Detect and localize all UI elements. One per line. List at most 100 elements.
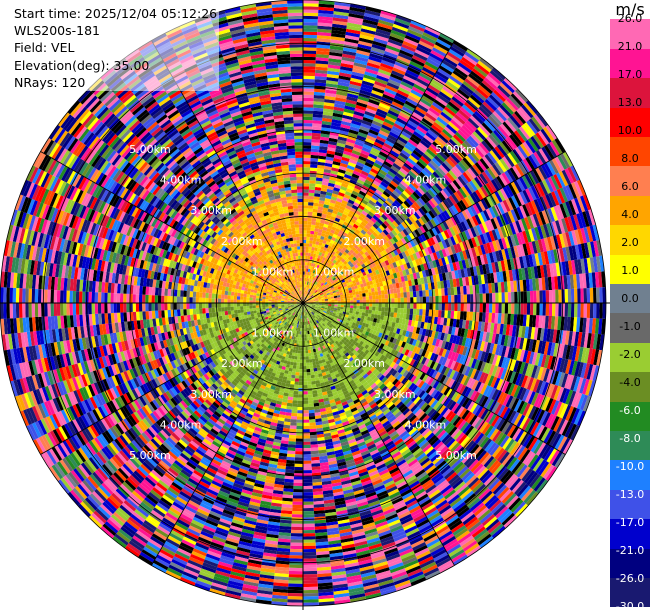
- range-gate: [369, 296, 372, 300]
- range-gate: [310, 174, 317, 178]
- range-gate: [457, 303, 460, 311]
- range-gate: [505, 303, 509, 314]
- range-gate: [391, 298, 394, 303]
- range-gate: [527, 303, 531, 315]
- range-gate: [419, 291, 423, 297]
- range-gate: [303, 6, 319, 10]
- range-gate: [306, 240, 310, 243]
- range-gate: [331, 305, 334, 307]
- range-gate: [480, 303, 483, 312]
- range-gate: [429, 296, 432, 303]
- range-gate: [372, 292, 376, 296]
- range-gate: [365, 293, 369, 297]
- range-gate: [381, 311, 385, 316]
- range-gate: [410, 292, 414, 298]
- range-gate: [571, 303, 575, 317]
- range-gate: [420, 303, 423, 309]
- range-gate: [445, 295, 448, 303]
- range-gate: [303, 117, 313, 120]
- range-gate: [303, 69, 315, 73]
- range-gate: [308, 212, 313, 216]
- range-gate: [423, 303, 426, 309]
- range-gate: [565, 303, 569, 317]
- range-gate: [384, 312, 388, 317]
- range-gate: [417, 297, 420, 303]
- range-gate: [429, 310, 433, 317]
- range-gate: [584, 303, 588, 318]
- range-gate: [385, 299, 388, 304]
- range-gate: [362, 290, 366, 294]
- range-gate: [381, 290, 385, 295]
- range-gate: [303, 66, 315, 70]
- range-gate: [549, 290, 552, 303]
- range-gate: [372, 303, 375, 307]
- range-gate: [398, 303, 401, 308]
- range-gate: [356, 306, 359, 309]
- range-gate: [308, 250, 311, 254]
- range-gate: [353, 308, 357, 311]
- range-gate: [303, 22, 318, 26]
- range-gate: [311, 152, 319, 156]
- range-gate: [303, 120, 313, 123]
- range-gate: [372, 299, 375, 303]
- range-gate: [303, 111, 313, 114]
- range-gate: [419, 309, 423, 315]
- range-gate: [521, 291, 524, 303]
- range-gate: [448, 295, 451, 303]
- range-gate: [303, 88, 314, 91]
- range-gate: [533, 303, 537, 315]
- range-gate: [580, 288, 584, 303]
- range-gate: [590, 288, 594, 303]
- range-gate: [413, 303, 416, 309]
- range-gate: [511, 292, 515, 303]
- range-gate: [439, 303, 442, 310]
- range-gate: [303, 114, 313, 117]
- range-gate: [476, 294, 479, 303]
- range-gate: [461, 295, 464, 303]
- range-gate: [442, 303, 445, 310]
- range-gate: [376, 299, 379, 303]
- range-gate: [403, 308, 407, 314]
- range-gate: [426, 296, 429, 303]
- range-gate: [587, 288, 591, 303]
- range-gate: [413, 297, 416, 303]
- range-gate: [549, 303, 552, 316]
- range-gate: [303, 126, 312, 129]
- range-gate: [420, 297, 423, 303]
- range-gate: [447, 288, 451, 296]
- range-gate: [307, 231, 311, 234]
- range-gate: [495, 293, 498, 303]
- range-gate: [502, 292, 505, 303]
- range-gate: [347, 308, 351, 311]
- range-gate: [303, 164, 310, 167]
- range-gate: [596, 288, 600, 304]
- range-gate: [555, 303, 559, 316]
- range-gate: [536, 291, 540, 303]
- range-gate: [369, 292, 373, 296]
- range-gate: [568, 289, 572, 303]
- range-gate: [533, 291, 537, 303]
- range-gate: [306, 237, 310, 240]
- range-gate: [366, 306, 369, 310]
- range-gate: [593, 288, 597, 303]
- range-gate: [353, 297, 356, 300]
- range-gate: [444, 310, 448, 318]
- range-gate: [303, 199, 309, 202]
- range-gate: [429, 303, 432, 310]
- range-gate: [577, 289, 581, 304]
- range-gate: [356, 291, 360, 294]
- range-gate: [441, 310, 445, 318]
- range-gate: [303, 183, 309, 186]
- range-gate: [558, 290, 562, 304]
- range-gate: [353, 306, 356, 309]
- range-gate: [486, 293, 489, 303]
- range-gate: [375, 295, 378, 299]
- range-gate: [429, 290, 433, 297]
- range-gate: [439, 296, 442, 303]
- range-gate: [467, 303, 470, 312]
- range-gate: [309, 243, 313, 247]
- range-gate: [413, 291, 417, 297]
- range-gate: [310, 158, 318, 162]
- range-gate: [397, 308, 401, 313]
- range-gate: [390, 312, 394, 317]
